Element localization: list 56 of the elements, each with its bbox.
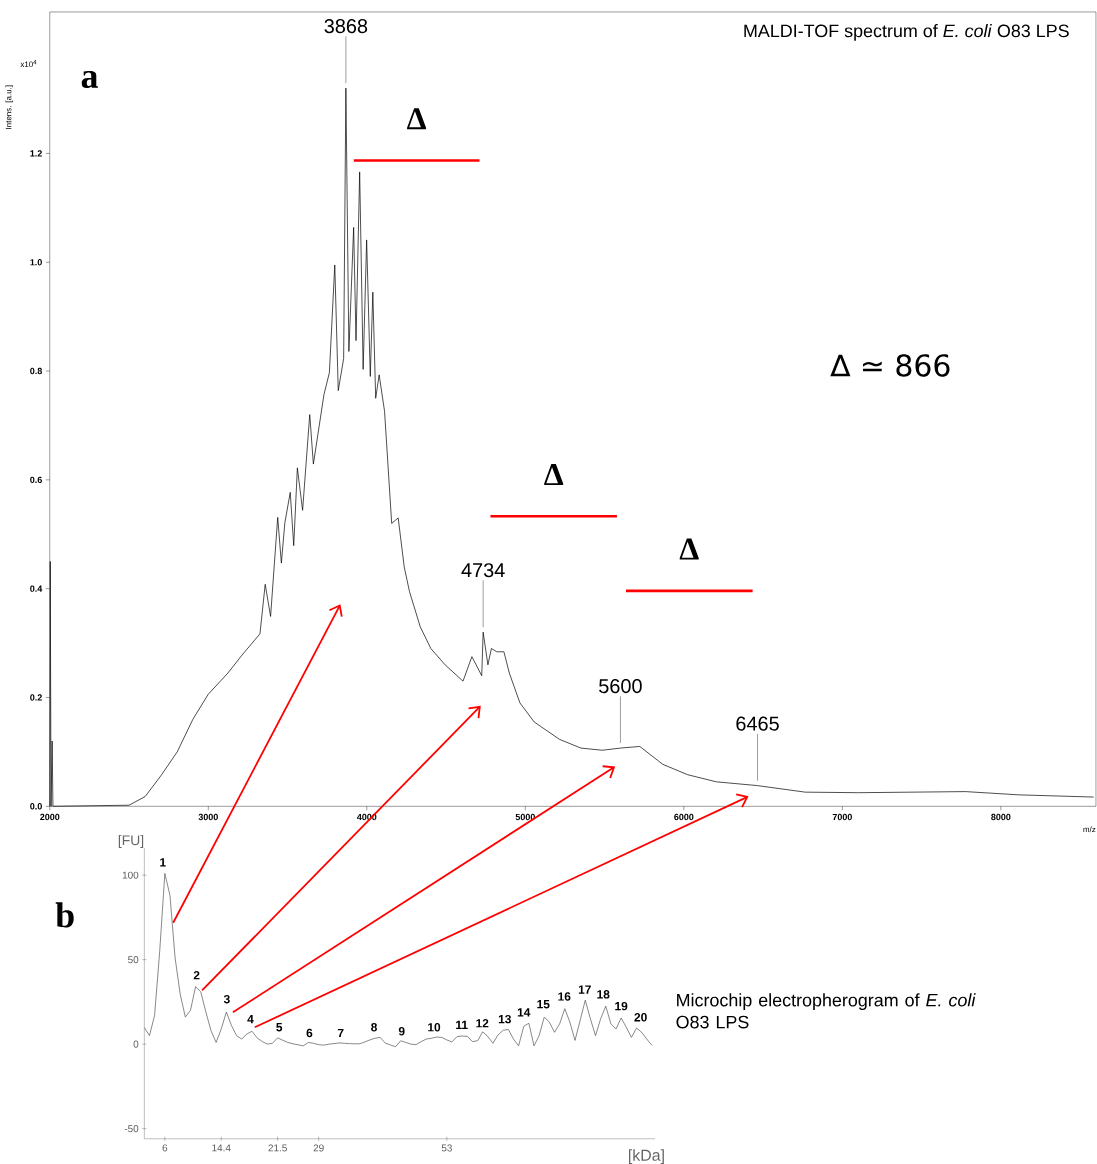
annotation: a (81, 70, 98, 89)
y-tick-label: 0.6 (30, 476, 42, 484)
annotation: 9 (398, 1027, 405, 1036)
x-tick-label: 53 (441, 1144, 452, 1152)
chart-title: Microchip electropherogram of E. coli O83 LPS (676, 993, 976, 1029)
y-tick-label: 0.2 (30, 694, 42, 701)
y-tick-label: 0.0 (30, 803, 42, 810)
text: MALDI-TOF spectrum of E. coli O83 LPS (744, 24, 1069, 41)
annotation: 20 (634, 1013, 647, 1022)
annotation: 16 (558, 992, 571, 1001)
x-tick-label: 7000 (832, 813, 852, 821)
annotation: 12 (476, 1019, 489, 1028)
y-tick-label: 0.4 (30, 585, 43, 592)
y-tick-label: 100 (122, 871, 139, 879)
annotation: 3 (223, 994, 230, 1004)
x-tick-label: 21.5 (268, 1144, 287, 1152)
annotation: 13 (498, 1014, 511, 1024)
annotation: ∆ (544, 463, 564, 486)
annotation: 11 (456, 1020, 468, 1029)
annotation: 2 (193, 971, 200, 980)
y-tick-label: 0.8 (30, 367, 43, 375)
y-tick-label: -50 (124, 1125, 139, 1133)
annotation: ∆ (407, 108, 427, 130)
x-tick-label: 14.4 (212, 1144, 231, 1152)
annotation: ∆ (679, 538, 699, 560)
annotation: 18 (597, 990, 610, 999)
y-axis-title: [FU] (118, 834, 144, 848)
annotation: 17 (578, 985, 591, 994)
x-axis-title: [kDa] (628, 1149, 664, 1164)
x-tick-label: 6 (162, 1144, 168, 1152)
y-tick-label: 1.0 (30, 259, 42, 266)
annotation: 7 (337, 1028, 344, 1038)
annotation: 8 (371, 1023, 377, 1032)
annotation: 5 (276, 1023, 283, 1032)
y-tick-label: 50 (128, 956, 139, 964)
text: b (55, 902, 74, 928)
x-tick-label: 6000 (674, 813, 694, 821)
y-tick-label: 1.2 (30, 150, 42, 157)
x-tick-label: 29 (313, 1144, 324, 1152)
annotation: ∆ ≃ 866 (830, 354, 950, 377)
annotation: 6 (306, 1028, 313, 1038)
annotation: 19 (615, 1001, 628, 1011)
annotation: 14 (517, 1008, 531, 1017)
annotation: 4734 (461, 563, 505, 578)
x-tick-label: 5000 (515, 813, 535, 821)
annotation: 10 (428, 1023, 441, 1032)
annotation: 5600 (599, 679, 642, 694)
annotation: 3868 (324, 19, 368, 34)
x-tick-label: 8000 (991, 813, 1011, 821)
annotation: 4 (247, 1015, 254, 1024)
x-tick-label: 3000 (198, 813, 218, 821)
y-tick-label: 0 (133, 1040, 139, 1048)
annotation: 1 (160, 858, 166, 867)
annotation: 6465 (736, 716, 779, 731)
x-tick-label: 2000 (40, 813, 60, 821)
annotation: 15 (537, 1000, 550, 1009)
